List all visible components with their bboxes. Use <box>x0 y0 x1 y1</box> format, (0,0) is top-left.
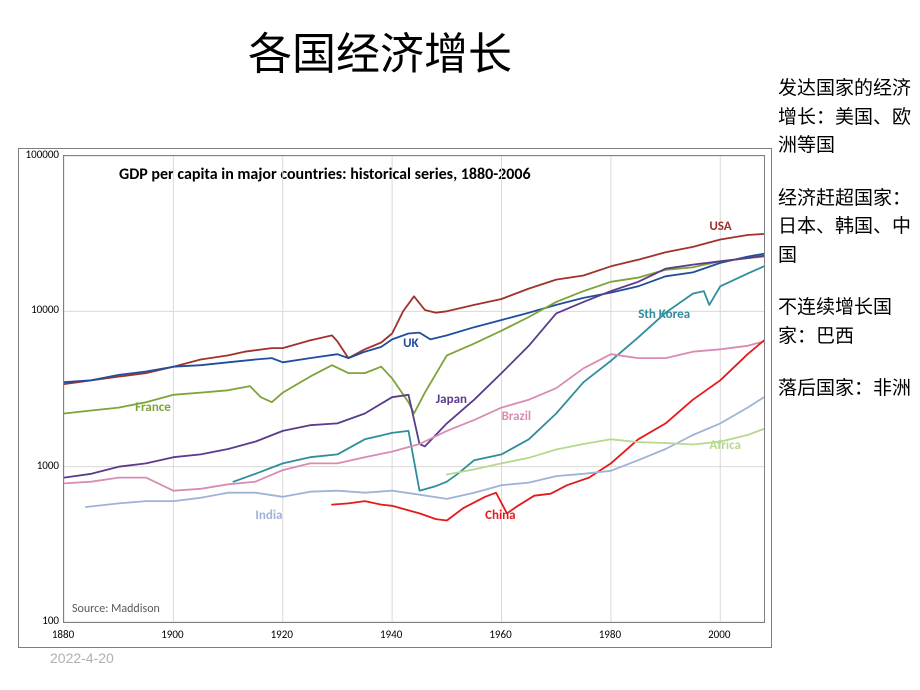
series-label-usa: USA <box>709 219 731 234</box>
series-label-sthkorea: Sth Korea <box>638 307 690 322</box>
series-label-brazil: Brazil <box>502 409 532 424</box>
note-catchup: 经济赶超国家：日本、韩国、中国 <box>778 185 913 271</box>
x-tick-label: 2000 <box>708 628 730 641</box>
series-label-japan: Japan <box>436 392 467 407</box>
slide: 各国经济增长 发达国家的经济增长：美国、欧洲等国 经济赶超国家：日本、韩国、中国… <box>0 0 920 690</box>
plot-area: Source: Maddison USA UK France Japan Sth Kor… <box>63 155 765 623</box>
note-discontinuous: 不连续增长国家：巴西 <box>778 294 913 351</box>
page-title: 各国经济增长 <box>0 18 760 82</box>
series-label-africa: Africa <box>709 438 741 453</box>
x-tick-label: 1880 <box>52 628 74 641</box>
x-tick-label: 1920 <box>271 628 293 641</box>
footer-date: 2022-4-20 <box>50 650 114 666</box>
y-tick-label: 10000 <box>19 303 59 316</box>
series-label-france: France <box>135 400 171 415</box>
y-tick-label: 100000 <box>19 148 59 161</box>
chart-svg <box>64 156 764 622</box>
side-notes: 发达国家的经济增长：美国、欧洲等国 经济赶超国家：日本、韩国、中国 不连续增长国… <box>778 75 913 428</box>
y-tick-label: 1000 <box>19 459 59 472</box>
x-tick-label: 1900 <box>161 628 183 641</box>
y-tick-label: 100 <box>19 614 59 627</box>
series-label-china: China <box>485 508 515 523</box>
series-label-india: India <box>255 508 282 523</box>
chart-source: Source: Maddison <box>72 602 160 616</box>
gdp-chart: GDP per capita in major countries: histo… <box>18 148 772 648</box>
note-developed: 发达国家的经济增长：美国、欧洲等国 <box>778 75 913 161</box>
series-label-uk: UK <box>403 336 419 351</box>
note-lagging: 落后国家：非洲 <box>778 375 913 404</box>
x-tick-label: 1960 <box>489 628 511 641</box>
x-tick-label: 1940 <box>380 628 402 641</box>
x-tick-label: 1980 <box>599 628 621 641</box>
